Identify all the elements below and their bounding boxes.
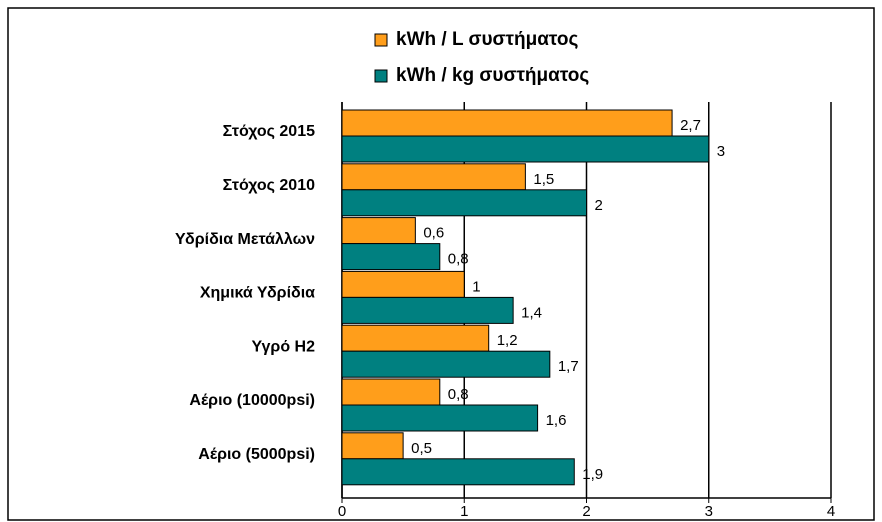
data-label: 0,5 xyxy=(411,440,432,457)
x-tick-label: 4 xyxy=(827,503,835,520)
data-label: 0,8 xyxy=(448,251,469,268)
x-tick-label: 1 xyxy=(460,503,468,520)
bar xyxy=(341,163,526,191)
bar xyxy=(341,432,404,460)
bar xyxy=(341,135,710,163)
bar xyxy=(341,243,441,271)
data-label: 1,9 xyxy=(582,466,603,483)
bar xyxy=(341,217,416,245)
data-label: 2,7 xyxy=(680,117,701,134)
y-tick-label: Υδρίδια Μετάλλων xyxy=(175,231,315,248)
y-tick-label: Χημικά Υδρίδια xyxy=(200,285,315,302)
legend-label: kWh / L συστήματος xyxy=(396,29,578,50)
data-label: 2 xyxy=(595,197,603,214)
data-label: 1,6 xyxy=(546,412,567,429)
bar xyxy=(341,404,539,432)
data-label: 1,5 xyxy=(533,171,554,188)
legend-swatch xyxy=(374,69,388,83)
y-tick-label: Αέριο (10000psi) xyxy=(189,392,315,409)
bar xyxy=(341,296,514,324)
data-label: 1,7 xyxy=(558,358,579,375)
data-label: 0,6 xyxy=(423,225,444,242)
bar xyxy=(341,109,673,137)
bar xyxy=(341,324,490,352)
bar xyxy=(341,270,465,298)
y-tick-label: Στόχος 2015 xyxy=(223,123,316,140)
data-label: 1 xyxy=(472,278,480,295)
x-tick-label: 2 xyxy=(582,503,590,520)
y-tick-label: Αέριο (5000psi) xyxy=(198,446,315,463)
data-label: 0,8 xyxy=(448,386,469,403)
data-label: 1,4 xyxy=(521,304,542,321)
data-label: 3 xyxy=(717,143,725,160)
bar xyxy=(341,378,441,406)
bar xyxy=(341,350,551,378)
legend-swatch xyxy=(374,33,388,47)
bar xyxy=(341,458,575,486)
data-label: 1,2 xyxy=(497,332,518,349)
bar xyxy=(341,189,587,217)
x-tick-label: 3 xyxy=(705,503,713,520)
legend-label: kWh / kg συστήματος xyxy=(396,65,589,86)
x-tick-label: 0 xyxy=(338,503,346,520)
y-tick-label: Στόχος 2010 xyxy=(223,177,316,194)
y-tick-label: Υγρό H2 xyxy=(252,338,316,355)
